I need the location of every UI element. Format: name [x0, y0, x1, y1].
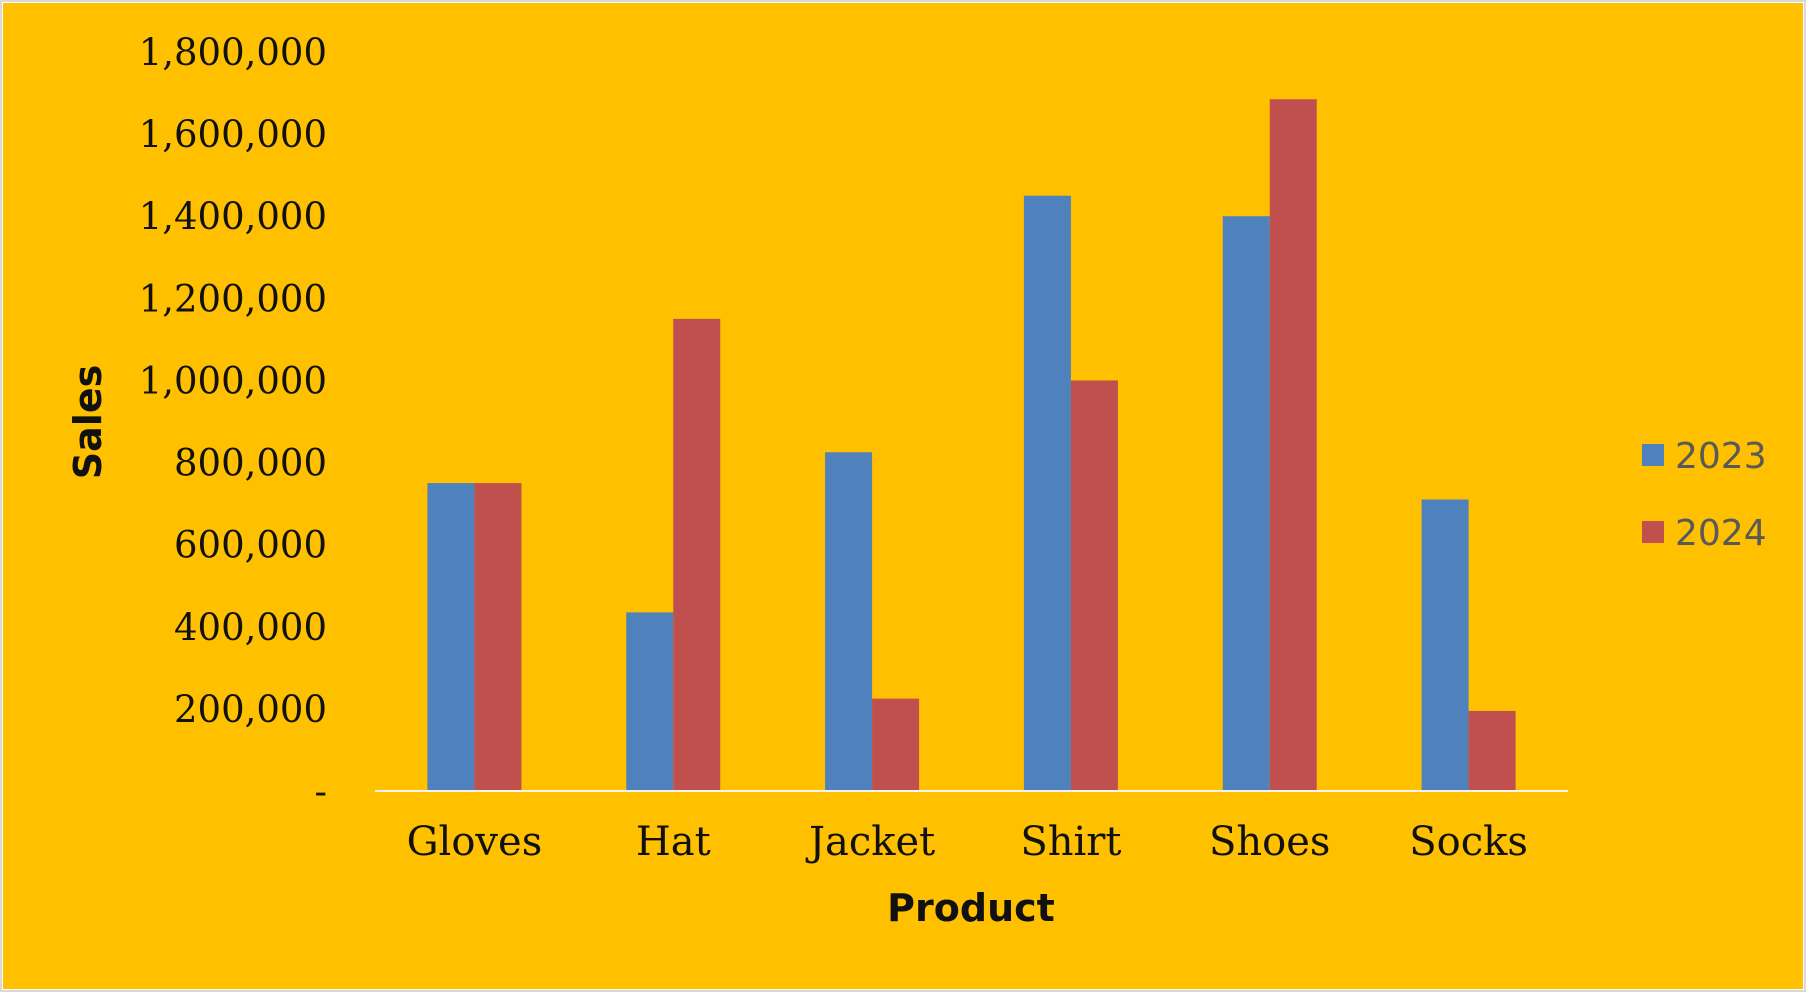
y-tick-label: 200,000: [174, 688, 327, 731]
bar-gloves-2023: [427, 483, 475, 791]
x-tick-label: Hat: [636, 819, 711, 865]
bar-jacket-2024: [872, 698, 920, 791]
bar-hat-2024: [673, 318, 721, 791]
x-tick-label: Shoes: [1209, 819, 1330, 865]
y-tick-label: 1,200,000: [139, 277, 327, 320]
x-tick-label: Gloves: [407, 819, 543, 865]
bar-shoes-2023: [1222, 216, 1270, 791]
chart-background: [3, 3, 1803, 989]
y-tick-label: 1,000,000: [139, 359, 327, 402]
legend-swatch-2024: [1642, 521, 1664, 543]
x-axis-title: Product: [887, 886, 1055, 930]
bar-socks-2023: [1421, 499, 1469, 791]
legend-label-2023: 2023: [1675, 436, 1767, 477]
legend-label-2024: 2024: [1675, 513, 1767, 554]
x-tick-label: Socks: [1409, 819, 1528, 865]
y-tick-label: 600,000: [174, 524, 327, 567]
x-axis-ticks: Gloves Hat Jacket Shirt Shoes Socks: [407, 819, 1528, 865]
y-tick-label: -: [314, 770, 327, 813]
bar-jacket-2023: [825, 452, 873, 791]
y-axis-ticks: - 200,000 400,000 600,000 800,000 1,000,000 1,…: [139, 31, 327, 813]
legend-swatch-2023: [1642, 444, 1664, 466]
bar-socks-2024: [1468, 710, 1516, 791]
bar-shirt-2023: [1023, 195, 1071, 791]
x-tick-label: Jacket: [805, 819, 935, 865]
y-tick-label: 1,600,000: [139, 113, 327, 156]
y-tick-label: 1,400,000: [139, 195, 327, 238]
y-axis-title: Sales: [66, 365, 110, 479]
y-tick-label: 400,000: [174, 606, 327, 649]
bar-shirt-2024: [1070, 380, 1118, 791]
bar-gloves-2024: [474, 483, 522, 791]
y-tick-label: 1,800,000: [139, 31, 327, 74]
legend: 2023 2024: [1642, 436, 1767, 554]
bar-hat-2023: [626, 612, 674, 791]
y-tick-label: 800,000: [174, 442, 327, 485]
x-tick-label: Shirt: [1020, 819, 1121, 865]
bar-shoes-2024: [1269, 99, 1317, 792]
bars: [427, 99, 1516, 792]
